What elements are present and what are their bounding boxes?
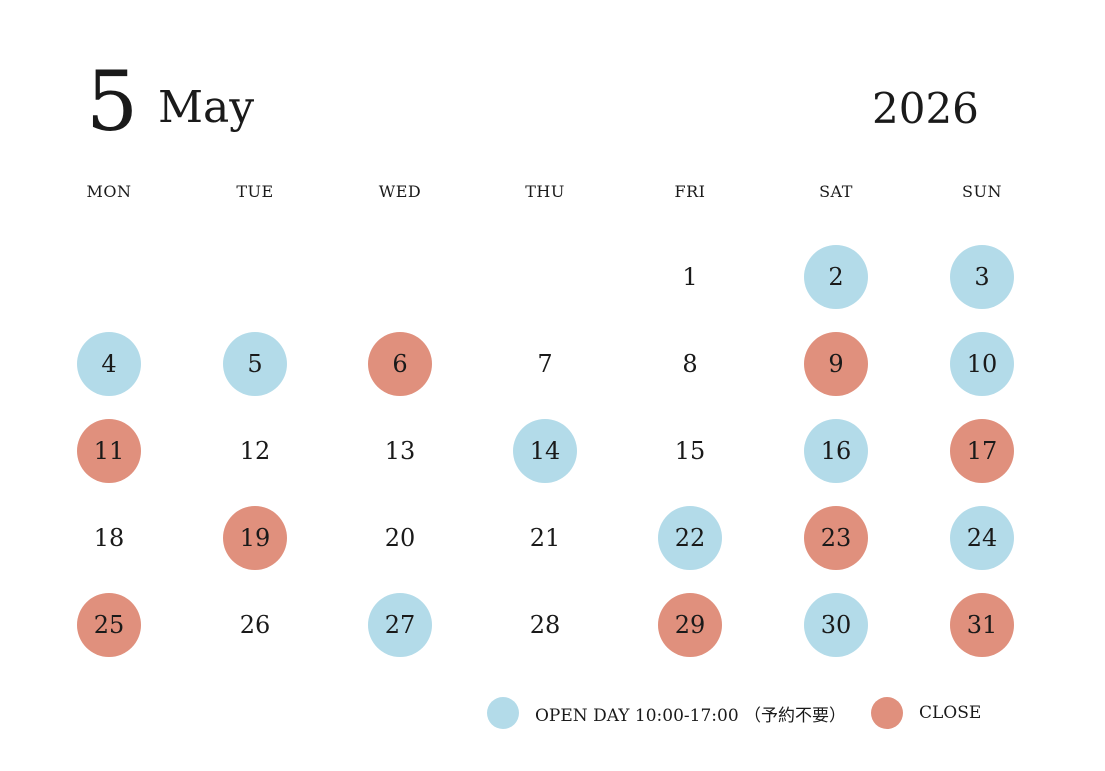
day-cell-7: 7: [537, 350, 553, 378]
month-number: 5: [86, 55, 139, 150]
close-day-swatch: [871, 697, 903, 729]
day-cell-3: 3: [950, 245, 1014, 309]
day-cell-26: 26: [239, 611, 271, 639]
day-cell-19: 19: [223, 506, 287, 570]
close-day-label: CLOSE: [919, 703, 982, 723]
weekday-tue: TUE: [236, 182, 274, 201]
open-day-label: OPEN DAY 10:00-17:00 （予約不要）: [535, 705, 847, 726]
day-cell-18: 18: [93, 524, 125, 552]
day-cell-16: 16: [804, 419, 868, 483]
month-name: May: [158, 82, 255, 133]
year: 2026: [872, 84, 979, 133]
weekday-mon: MON: [86, 182, 132, 201]
day-cell-12: 12: [239, 437, 271, 465]
legend-close: CLOSE: [871, 697, 981, 729]
legend-open: OPEN DAY 10:00-17:00 （予約不要）: [487, 697, 846, 729]
weekday-thu: THU: [525, 182, 565, 201]
day-cell-14: 14: [513, 419, 577, 483]
weekday-fri: FRI: [674, 182, 706, 201]
day-cell-2: 2: [804, 245, 868, 309]
day-cell-17: 17: [950, 419, 1014, 483]
day-cell-22: 22: [658, 506, 722, 570]
weekday-sun: SUN: [962, 182, 1002, 201]
day-cell-27: 27: [368, 593, 432, 657]
day-cell-1: 1: [682, 263, 698, 291]
day-cell-9: 9: [804, 332, 868, 396]
day-cell-13: 13: [384, 437, 416, 465]
day-cell-28: 28: [529, 611, 561, 639]
open-day-swatch: [487, 697, 519, 729]
day-cell-8: 8: [682, 350, 698, 378]
day-cell-11: 11: [77, 419, 141, 483]
weekday-header-row: MON TUE WED THU FRI SAT SUN: [0, 180, 1105, 204]
day-cell-10: 10: [950, 332, 1014, 396]
day-cell-5: 5: [223, 332, 287, 396]
day-cell-25: 25: [77, 593, 141, 657]
day-cell-29: 29: [658, 593, 722, 657]
day-cell-15: 15: [674, 437, 706, 465]
weekday-sat: SAT: [819, 182, 853, 201]
day-cell-31: 31: [950, 593, 1014, 657]
day-cell-24: 24: [950, 506, 1014, 570]
weekday-wed: WED: [378, 182, 422, 201]
day-cell-23: 23: [804, 506, 868, 570]
day-cell-30: 30: [804, 593, 868, 657]
day-cell-21: 21: [529, 524, 561, 552]
day-cell-4: 4: [77, 332, 141, 396]
day-cell-20: 20: [384, 524, 416, 552]
day-cell-6: 6: [368, 332, 432, 396]
